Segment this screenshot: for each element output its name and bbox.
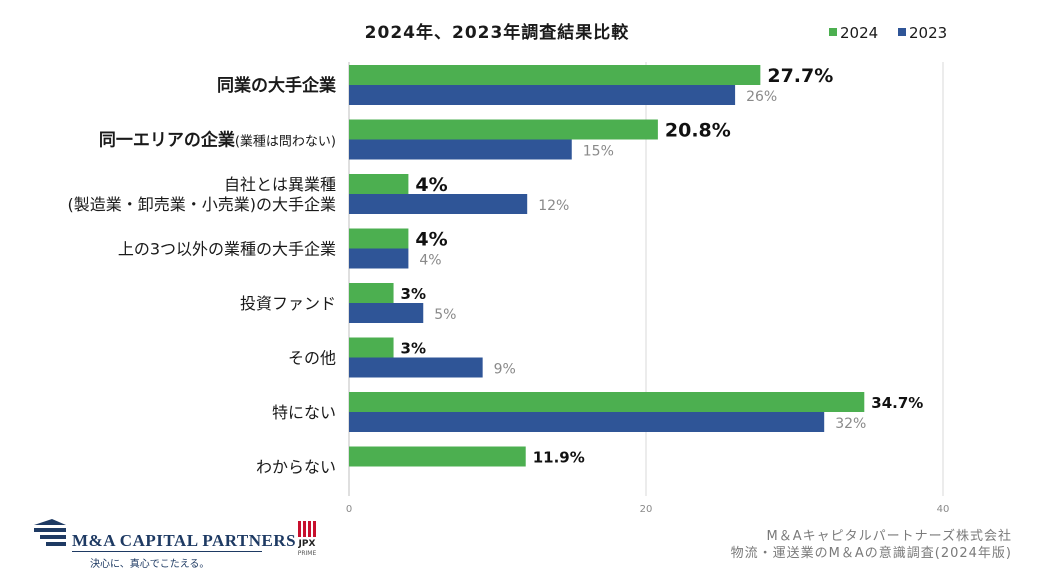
bar-2023 (349, 303, 424, 323)
data-label-2023: 32% (835, 416, 866, 432)
jpx-text: JPX (298, 539, 316, 549)
data-label-2024: 4% (415, 174, 447, 196)
bar-chart: 2024年、2023年調査結果比較 2024 2023 0 20 40 27.7% 26… (68, 22, 950, 515)
bar-2023 (349, 412, 825, 432)
category-label: (製造業・卸売業・小売業)の大手企業 (68, 195, 337, 214)
category-label: 投資ファンド (240, 294, 336, 313)
category-label: わからない (256, 458, 336, 477)
legend: 2024 2023 (829, 24, 947, 42)
logo-name: M&A CAPITAL PARTNERS (72, 531, 297, 550)
company-logo: M&A CAPITAL PARTNERS 決心に、真心でこたえる。 (32, 517, 296, 572)
data-label-2023: 4% (419, 253, 441, 269)
bar-2024 (349, 174, 409, 194)
bar-2023 (349, 248, 409, 269)
category-label: 上の3つ以外の業種の大手企業 (118, 240, 336, 259)
category-label: 特にない (272, 403, 336, 422)
logo-rule (72, 551, 262, 552)
legend-label-2023: 2023 (909, 24, 947, 42)
bar-2023 (349, 85, 736, 105)
footer-credit: M＆Aキャピタルパートナーズ株式会社 物流・運送業のM＆Aの意識調査(2024年… (731, 528, 1012, 562)
data-label-2023: 5% (434, 307, 456, 323)
data-label-2024: 11.9% (533, 449, 585, 467)
data-label-2024: 20.8% (665, 120, 731, 142)
jpx-prime-badge: JPX PRIME (290, 519, 324, 567)
x-tick-label: 20 (640, 504, 653, 515)
bar-2023 (349, 139, 572, 160)
footer-survey: 物流・運送業のM＆Aの意識調査(2024年版) (730, 546, 1012, 561)
bar-2023 (349, 357, 483, 378)
category-label: 自社とは異業種 (224, 175, 336, 194)
data-label-2024: 3% (401, 285, 426, 303)
jpx-mark-icon (298, 521, 316, 537)
category-label: 同一エリアの企業(業種は問わない) (99, 130, 336, 151)
bar-2024 (349, 119, 658, 140)
bar-2024 (349, 392, 865, 412)
logo-tagline: 決心に、真心でこたえる。 (90, 559, 210, 570)
x-tick-label: 40 (937, 504, 950, 515)
footer-company: M＆Aキャピタルパートナーズ株式会社 (766, 529, 1012, 544)
bar-2023 (349, 194, 528, 214)
data-label-2023: 12% (538, 198, 569, 214)
data-label-2024: 34.7% (871, 394, 923, 412)
chart-title: 2024年、2023年調査結果比較 (365, 22, 630, 43)
data-label-2023: 15% (583, 144, 614, 160)
bar-2024 (349, 65, 761, 85)
data-label-2024: 27.7% (767, 65, 833, 87)
data-label-2023: 9% (494, 362, 516, 378)
x-tick-label: 0 (346, 504, 352, 515)
logo-mark-icon (34, 519, 66, 546)
data-label-2024: 4% (415, 229, 447, 251)
jpx-sub: PRIME (297, 550, 317, 557)
category-label: 同業の大手企業 (217, 75, 336, 96)
legend-label-2024: 2024 (840, 24, 878, 42)
legend-swatch-2023 (898, 28, 906, 36)
data-label-2024: 3% (401, 340, 426, 358)
bar-2024 (349, 228, 409, 249)
data-label-2023: 26% (746, 89, 777, 105)
bar-2024 (349, 283, 394, 303)
bar-2024 (349, 337, 394, 358)
bar-2024 (349, 446, 526, 467)
category-label: その他 (288, 349, 336, 368)
legend-swatch-2024 (829, 28, 837, 36)
